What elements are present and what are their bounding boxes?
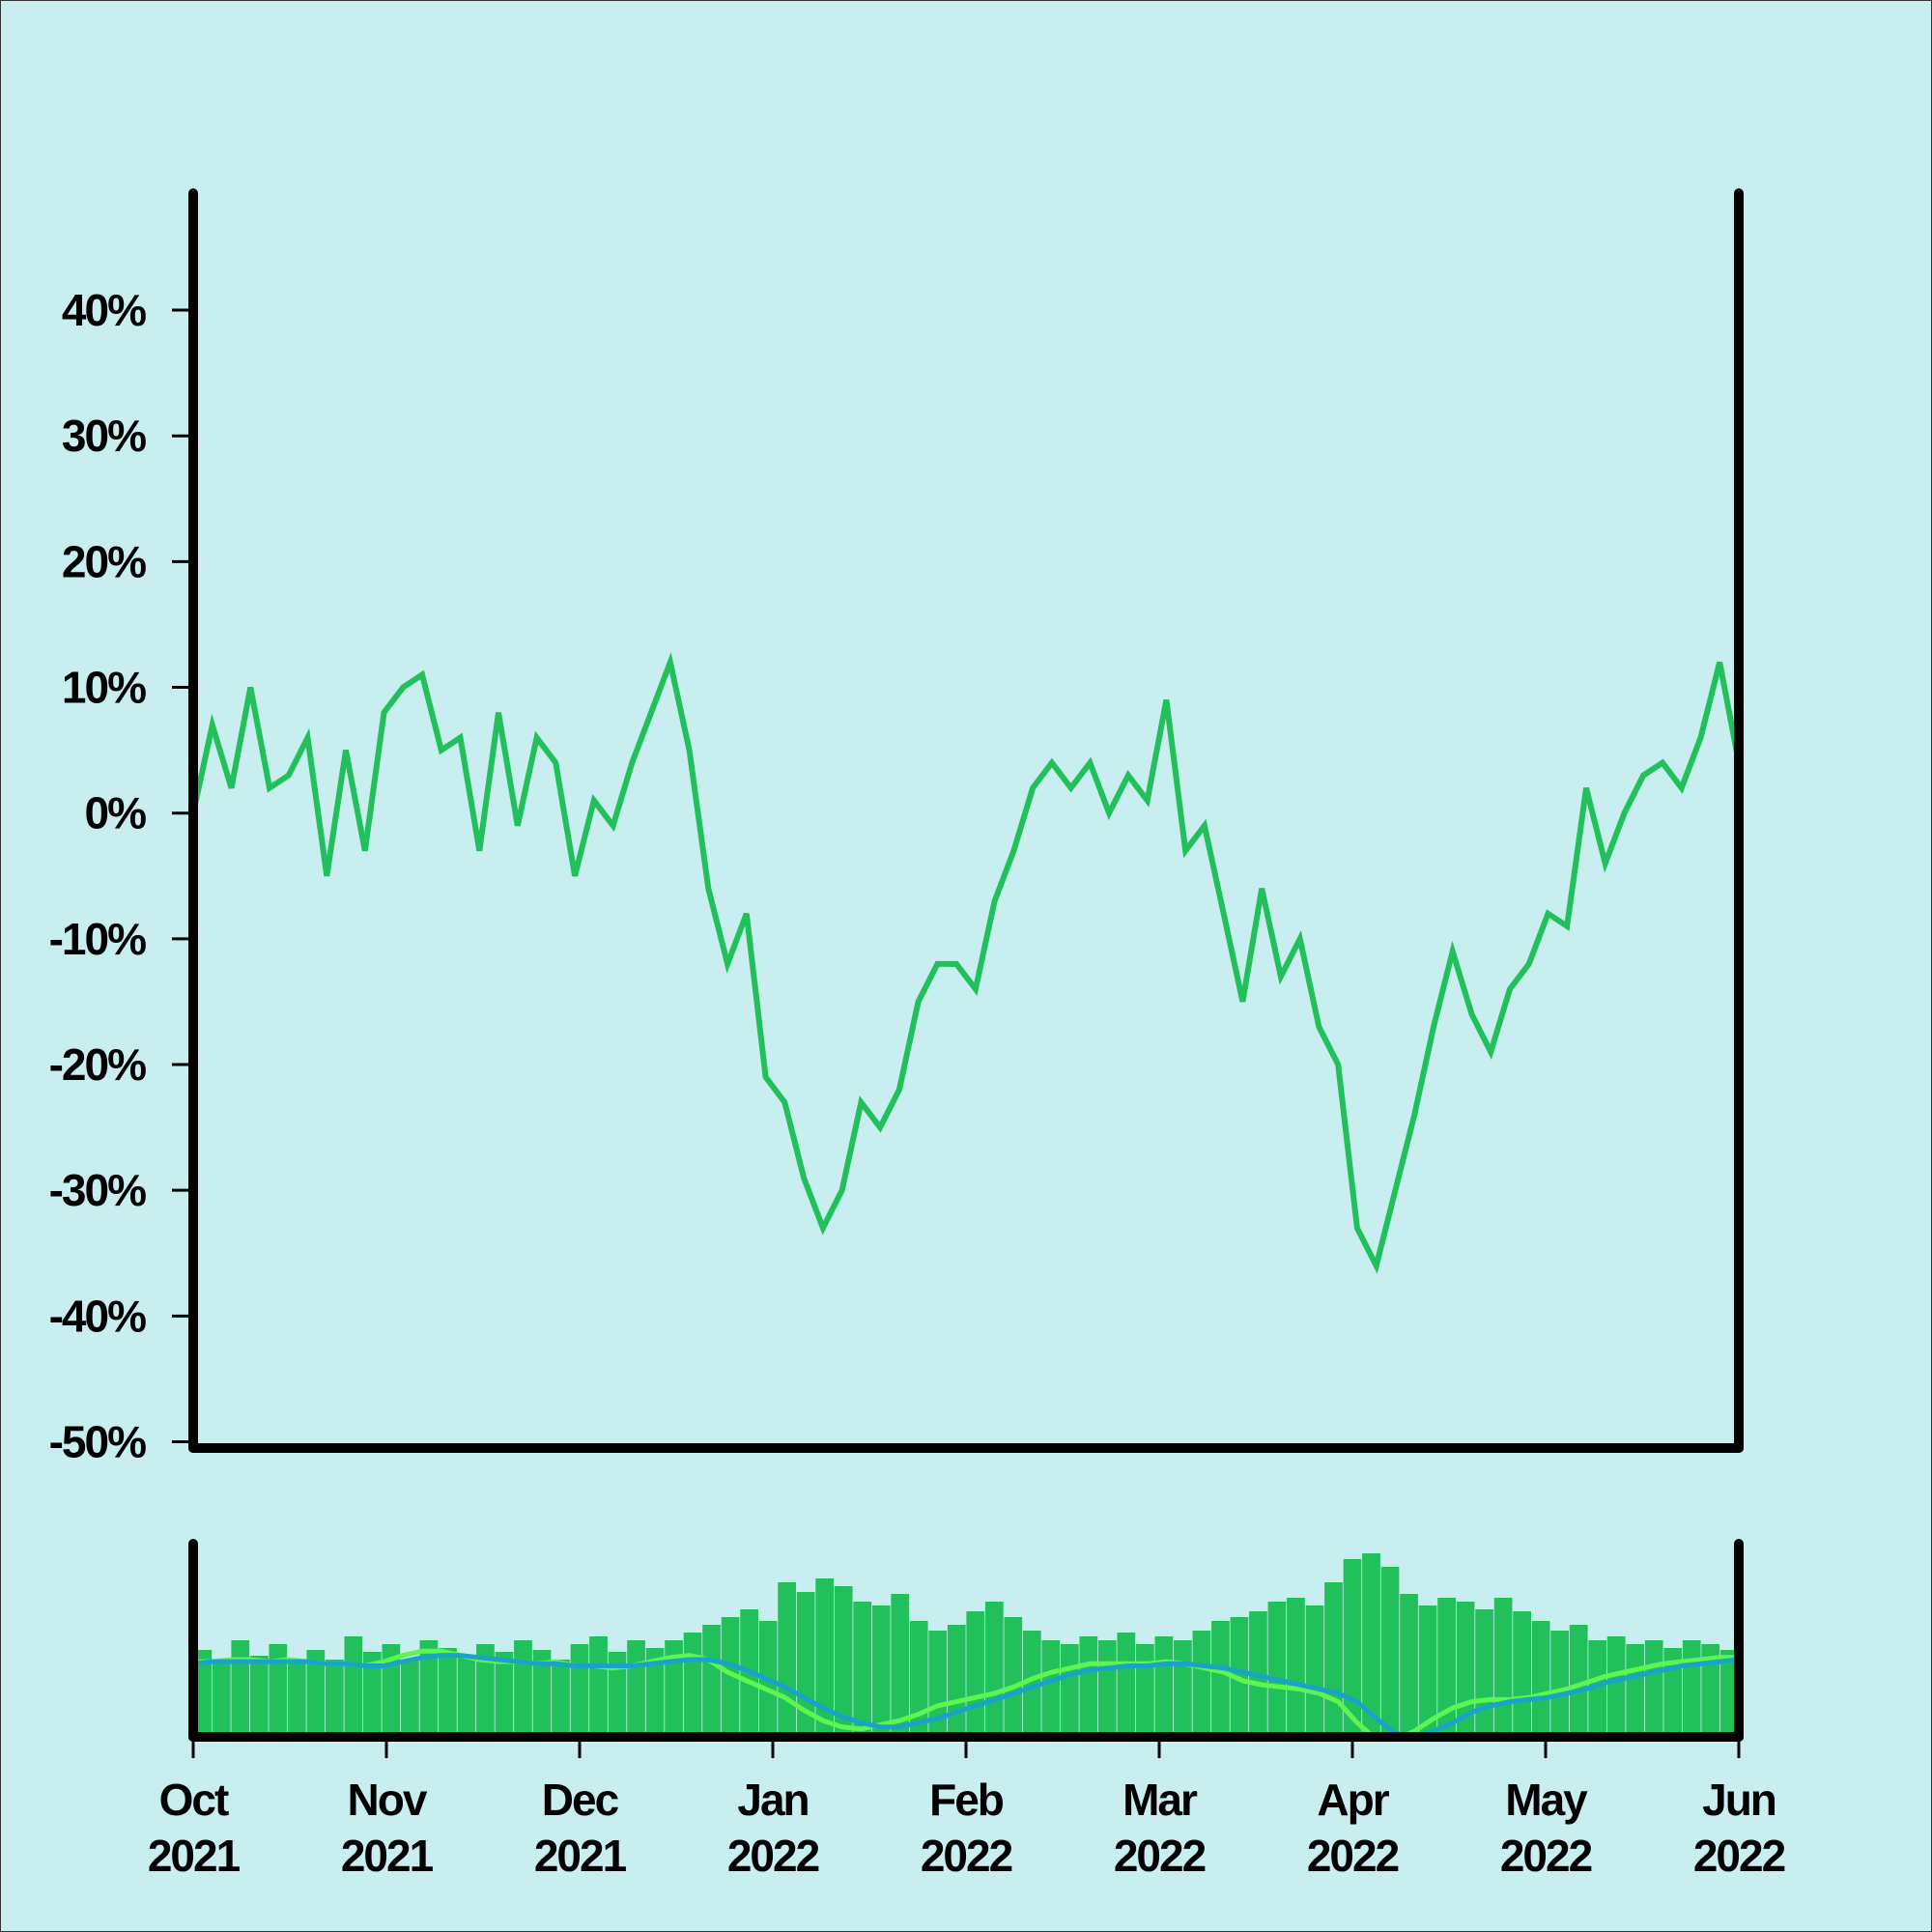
volume-bar [891,1594,910,1737]
volume-bar [419,1640,439,1737]
volume-bar [608,1652,627,1737]
y-tick-label: 30% [62,411,146,461]
y-tick-label: 0% [85,788,147,838]
volume-bar [1079,1636,1098,1737]
volume-bar [306,1650,326,1737]
volume-bar [1550,1631,1569,1737]
volume-bar [1493,1598,1513,1737]
volume-bar [909,1621,928,1737]
volume-bar [853,1602,872,1737]
volume-bar [1117,1633,1136,1737]
volume-bar [683,1633,702,1737]
axes: -50% -40% -30% -20% -10% 0% 10% 20% 30% 40% Oct 202… [49,188,1787,1881]
volume-bar [1418,1605,1437,1737]
volume-bar [1380,1567,1400,1737]
volume-bar [1362,1553,1380,1737]
volume-bar [702,1625,721,1737]
volume-bar [1041,1640,1061,1737]
volume-bar [1719,1650,1739,1737]
volume-bar [344,1636,363,1737]
y-tick-label: -50% [49,1416,146,1466]
x-tick-label: Jan 2022 [727,1775,819,1881]
volume-bar [1154,1636,1174,1737]
volume-bar [1569,1625,1588,1737]
x-tick-label: Nov 2021 [341,1775,434,1881]
volume-bar [1136,1644,1154,1737]
x-tick-label: Dec 2021 [534,1775,627,1881]
volume-bar [1324,1582,1343,1737]
volume-bar [1682,1640,1701,1737]
volume-bar [815,1578,835,1737]
volume-bar [984,1602,1004,1737]
volume-bar [570,1644,589,1737]
price-panel [190,651,1742,1274]
volume-bar [476,1644,495,1737]
volume-bar [627,1640,645,1737]
line [190,651,1742,1274]
line [193,1653,1739,1737]
volume-bar [1060,1644,1079,1737]
volume-bar [1400,1594,1418,1737]
volume-bar [1606,1636,1626,1737]
volume-bar [1626,1644,1645,1737]
volume-bar [1475,1609,1493,1737]
volume-bar [1097,1640,1117,1737]
volume-bar [947,1625,966,1737]
volume-bar [1211,1621,1230,1737]
volume-bar [589,1636,608,1737]
volume-bar [439,1648,457,1737]
y-tick-label: 10% [62,663,146,713]
volume-bar [1305,1605,1324,1737]
volume-bar [645,1648,665,1737]
volume-bar [401,1660,419,1737]
volume-bar [834,1586,853,1737]
volume-bar [1644,1640,1663,1737]
volume-bar [1437,1598,1456,1737]
y-tick-label: -10% [49,914,146,964]
volume-bar [287,1663,306,1737]
x-tick-label: Mar 2022 [1114,1775,1206,1881]
x-tick-label: Jun 2022 [1693,1775,1785,1881]
x-tick-label: Apr 2022 [1307,1775,1399,1881]
volume-bar [721,1617,740,1737]
volume-bar [457,1656,476,1737]
x-tick-label: May 2022 [1500,1775,1592,1881]
volume-bar [1287,1598,1305,1737]
volume-bar [1588,1640,1607,1737]
volume-bar [1192,1631,1211,1737]
volume-bar [1513,1611,1531,1737]
x-tick-label: Oct 2021 [148,1775,241,1881]
volume-bar [231,1640,250,1737]
volume-bar [1022,1631,1041,1737]
volume-bar [552,1660,570,1737]
volume-bar [778,1582,796,1737]
y-tick-label: -20% [49,1039,146,1090]
volume-panel [193,1553,1739,1737]
y-tick-label: -30% [49,1165,146,1215]
volume-bar [269,1644,288,1737]
volume-bar [495,1652,514,1737]
y-tick-label: -40% [49,1291,146,1341]
volume-bar [212,1660,231,1737]
volume-bar [665,1640,683,1737]
volume-bar [1004,1617,1023,1737]
volume-bar [1174,1640,1192,1737]
volume-bar [193,1650,213,1737]
x-tick-label: Feb 2022 [921,1775,1012,1881]
volume-bar [1343,1559,1362,1737]
volume-bar [363,1652,382,1737]
volume-bar [249,1656,269,1737]
y-tick-label: 20% [62,536,146,586]
volume-bar [1701,1644,1720,1737]
volume-bar [325,1660,344,1737]
volume-bar [514,1640,532,1737]
volume-bar [532,1650,552,1737]
volume-bar [1267,1602,1287,1737]
y-tick-label: 40% [62,285,146,335]
volume-bar [966,1611,985,1737]
volume-bar [871,1605,891,1737]
volume-bar [1531,1621,1550,1737]
